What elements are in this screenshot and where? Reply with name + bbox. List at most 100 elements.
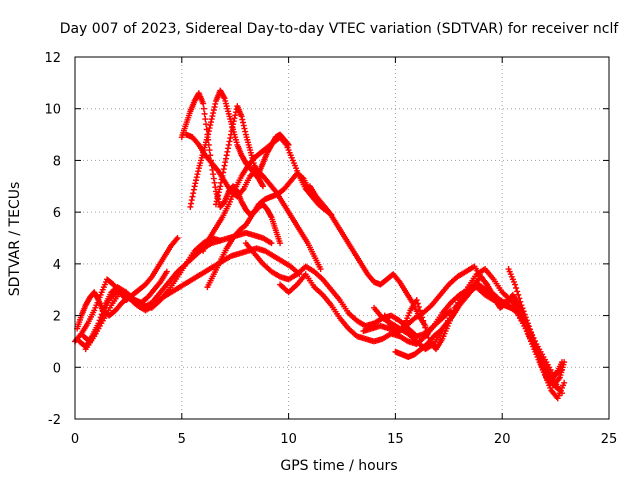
data-point — [523, 317, 530, 324]
data-point — [517, 298, 524, 305]
data-point — [259, 181, 266, 188]
plot-area — [72, 87, 568, 402]
data-point — [232, 112, 239, 119]
data-point — [192, 180, 199, 187]
data-point — [526, 326, 533, 333]
series-arc-11 — [200, 134, 335, 254]
data-point — [217, 179, 224, 186]
data-point — [522, 314, 529, 321]
data-point — [483, 280, 490, 287]
data-point — [525, 323, 532, 330]
series-arc-17 — [392, 281, 566, 386]
grid-lines — [75, 57, 609, 419]
data-point — [215, 192, 222, 199]
data-point — [206, 147, 213, 154]
axis-ticks: 0 5 10 15 20 25 -2 0 2 4 6 8 10 12 — [44, 51, 617, 447]
data-point — [529, 332, 536, 339]
data-point — [395, 277, 402, 284]
data-point — [238, 113, 245, 120]
data-point — [206, 125, 213, 132]
data-point — [200, 105, 207, 112]
y-tick-label: 4 — [53, 258, 61, 273]
data-point — [207, 119, 214, 126]
chart-title: Day 007 of 2023, Sidereal Day-to-day VTE… — [60, 21, 620, 37]
data-point — [156, 280, 163, 287]
data-point — [561, 379, 568, 386]
data-point — [207, 122, 214, 129]
data-point — [519, 305, 526, 312]
data-point — [227, 131, 234, 138]
data-point — [216, 186, 223, 193]
data-point — [399, 324, 406, 331]
y-tick-label: 10 — [44, 103, 61, 118]
data-point — [173, 236, 180, 243]
data-point — [325, 207, 332, 214]
data-point — [191, 183, 198, 190]
data-point — [267, 213, 274, 220]
data-point — [277, 240, 284, 247]
data-point — [271, 187, 278, 194]
series-arc-5 — [82, 245, 303, 353]
series-arc-8 — [187, 87, 266, 210]
data-point — [200, 100, 207, 107]
data-point — [225, 141, 232, 148]
data-point — [212, 201, 219, 208]
x-tick-label: 25 — [601, 432, 618, 447]
y-tick-label: 6 — [53, 206, 61, 221]
data-point — [513, 284, 520, 291]
data-point — [268, 240, 275, 247]
data-point — [226, 138, 233, 145]
data-point — [551, 373, 558, 380]
data-point — [147, 275, 154, 282]
data-point — [528, 329, 535, 336]
x-axis-title: GPS time / hours — [280, 458, 397, 474]
data-point — [189, 193, 196, 200]
y-tick-label: 0 — [53, 361, 61, 376]
data-point — [210, 110, 217, 117]
data-point — [187, 203, 194, 210]
data-point — [413, 297, 420, 304]
data-point — [220, 169, 227, 176]
data-point — [240, 119, 247, 126]
data-point — [555, 375, 562, 382]
data-point — [202, 116, 209, 123]
data-point — [201, 110, 208, 117]
data-point — [210, 171, 217, 178]
x-tick-label: 20 — [494, 432, 511, 447]
y-tick-label: -2 — [48, 413, 61, 428]
data-point — [515, 291, 522, 298]
data-point — [259, 183, 266, 190]
data-point — [205, 128, 212, 135]
data-point — [212, 184, 219, 191]
data-point — [414, 300, 421, 307]
y-tick-label: 2 — [53, 310, 61, 325]
series-arc-13 — [277, 271, 566, 379]
data-point — [227, 135, 234, 142]
data-point — [229, 124, 236, 131]
data-point — [221, 162, 228, 169]
y-tick-label: 12 — [44, 51, 61, 66]
data-point — [188, 197, 195, 204]
data-point — [215, 189, 222, 196]
data-point — [242, 128, 249, 135]
data-point — [163, 268, 170, 275]
data-point — [231, 115, 238, 122]
plot-frame — [74, 56, 610, 420]
data-point — [188, 200, 195, 207]
x-tick-label: 15 — [387, 432, 404, 447]
data-point — [194, 140, 201, 147]
data-point — [211, 179, 218, 186]
data-point — [193, 174, 200, 181]
data-point — [190, 190, 197, 197]
series-arc-19 — [505, 266, 568, 389]
data-point — [240, 122, 247, 129]
data-point — [524, 320, 531, 327]
data-point — [174, 235, 181, 241]
data-point — [205, 131, 212, 138]
data-point — [449, 313, 456, 320]
data-point — [194, 171, 201, 178]
data-point — [230, 118, 237, 125]
x-tick-label: 0 — [71, 432, 79, 447]
data-point — [222, 159, 229, 166]
